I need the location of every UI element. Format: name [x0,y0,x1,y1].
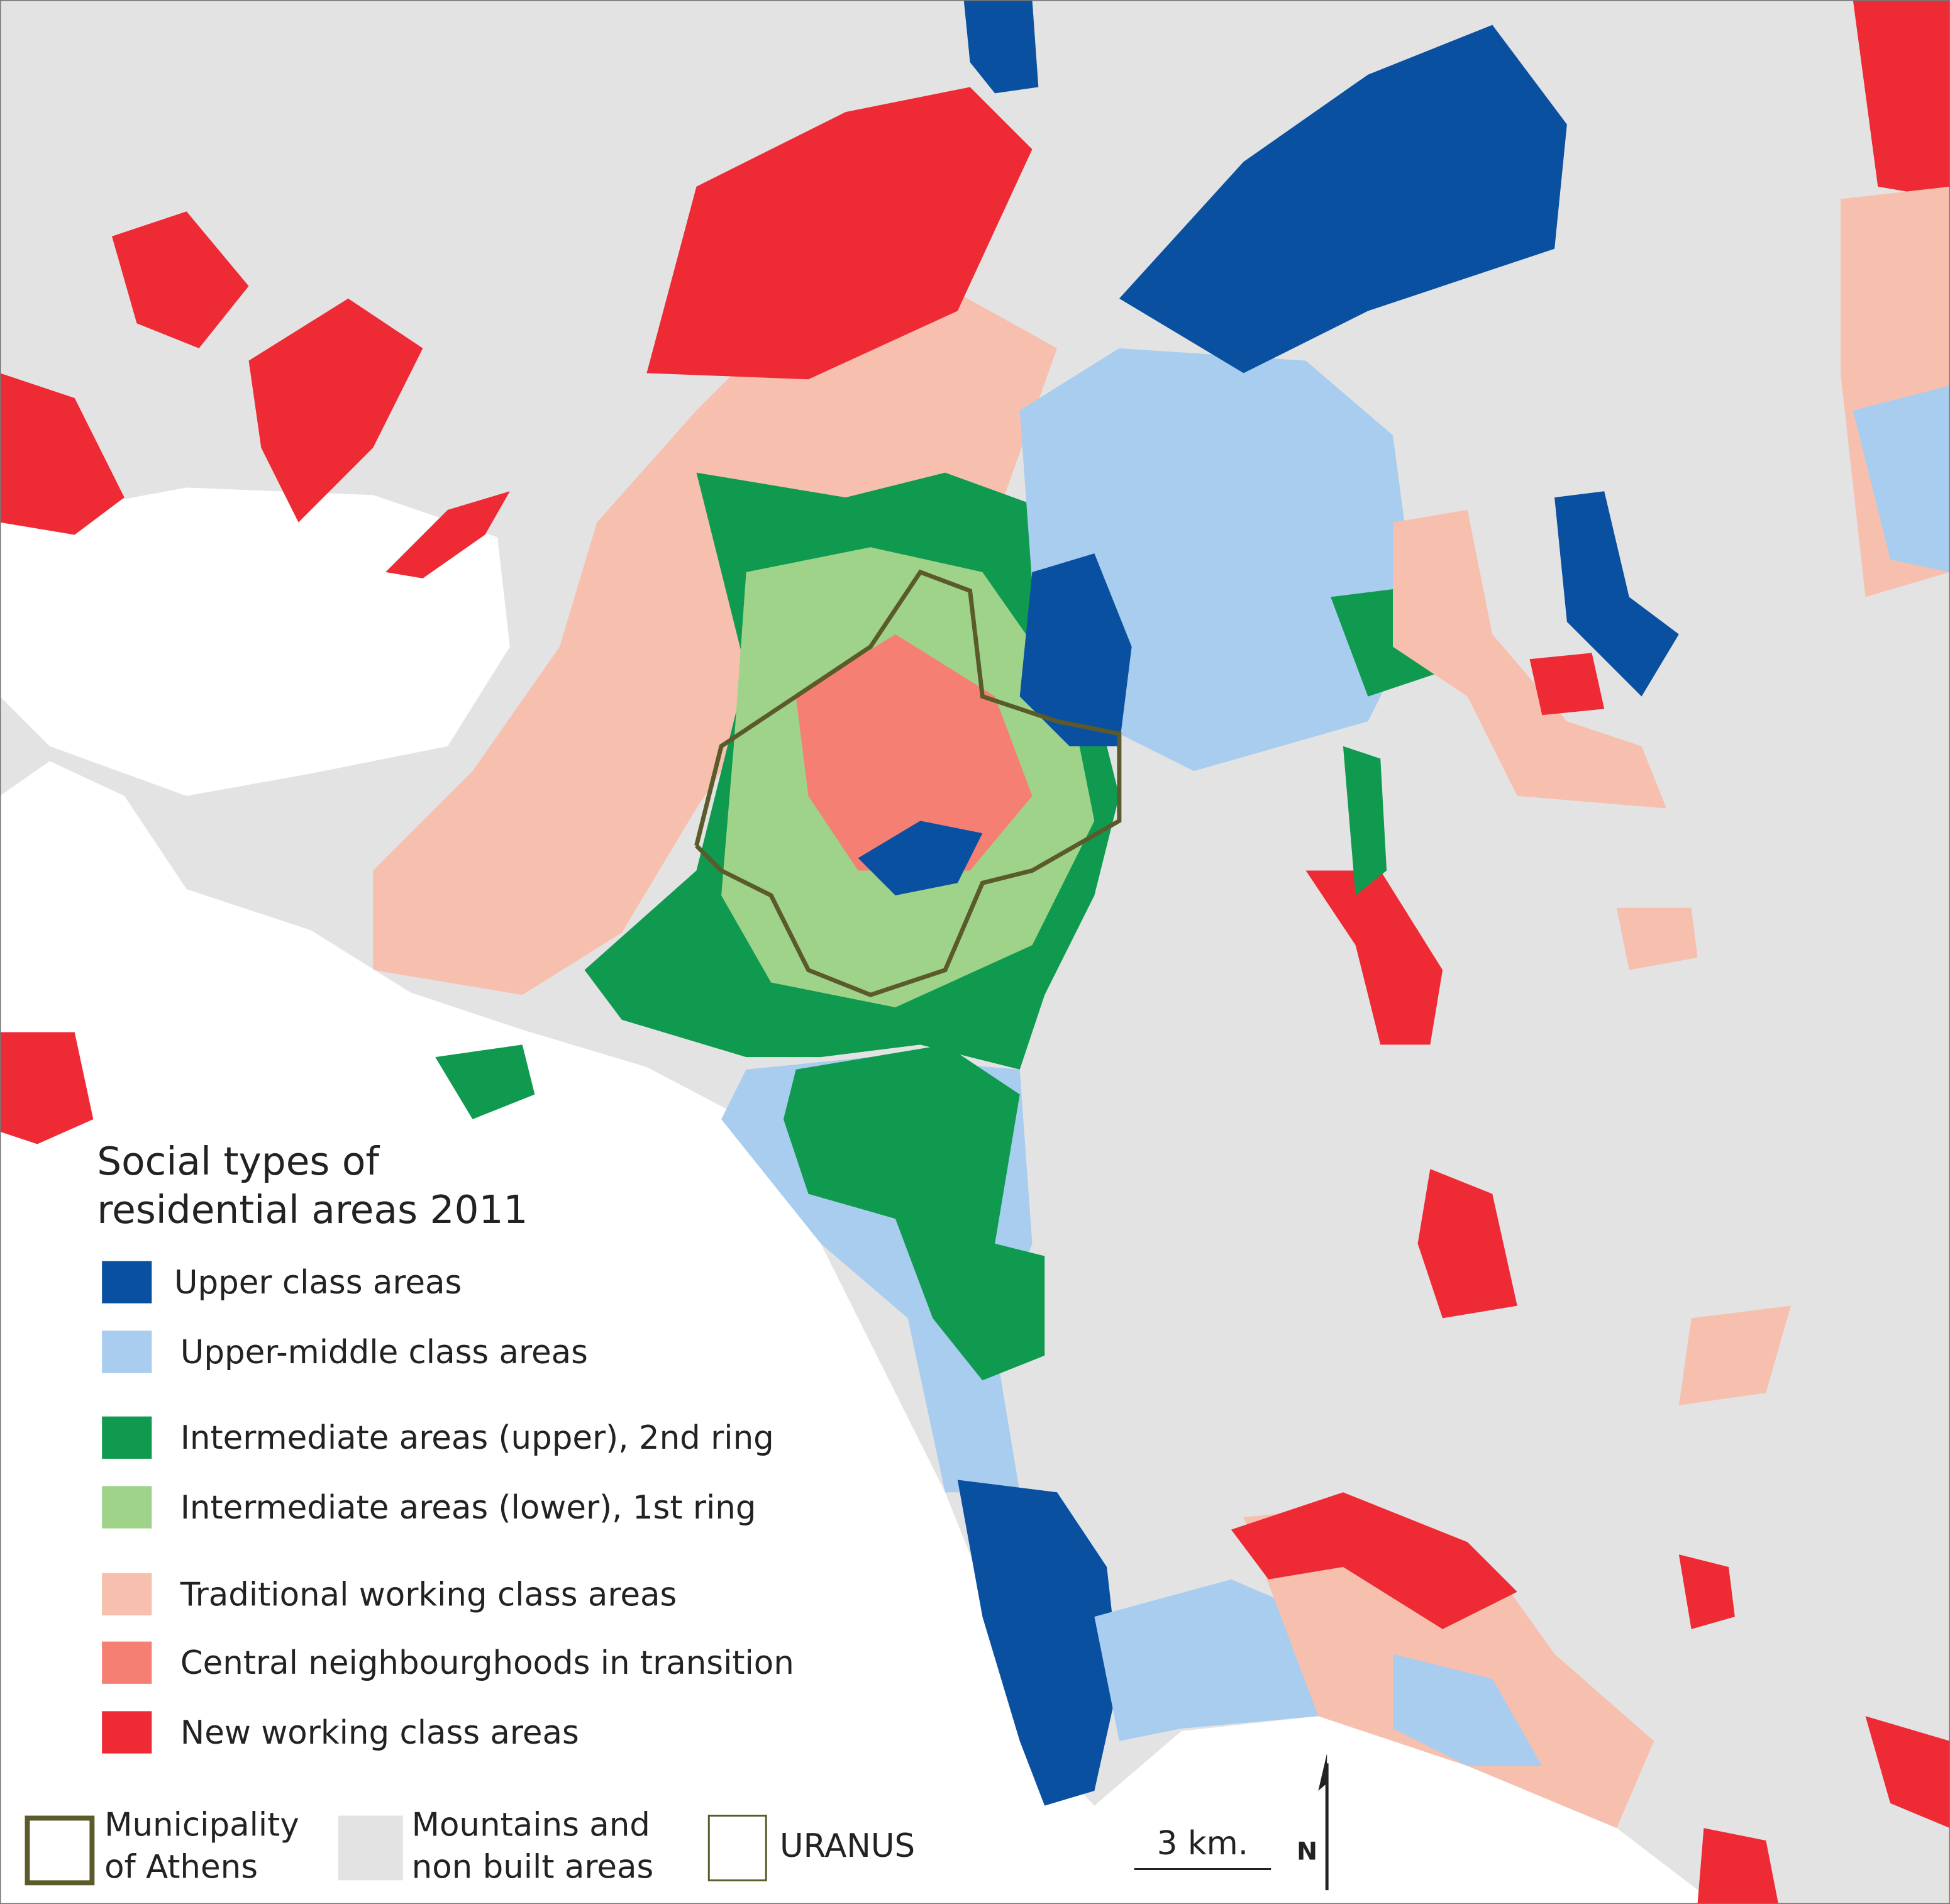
area [1616,907,1698,970]
scale-label: 3 km. [1157,1825,1248,1862]
area [1417,1169,1517,1319]
municipality-outline [694,569,1122,997]
legend-label: New working class areas [180,1714,579,1752]
area [0,373,125,535]
area [1678,1554,1735,1629]
municipality-label: Municipality [104,1806,299,1844]
legend-swatch [102,1573,152,1616]
area [1865,1716,1950,1829]
legend-title: Social types of [97,1139,380,1184]
area [963,0,1039,94]
area [1697,1828,1779,1904]
area [1019,553,1132,746]
area [1853,385,1950,572]
legend-title: residential areas 2011 [97,1188,528,1232]
area [373,285,1058,995]
area [1529,653,1605,716]
legend-swatch [102,1711,152,1754]
mountains-swatch [338,1815,403,1881]
legend-label: Intermediate areas (upper), 2nd ring [180,1419,774,1457]
legend-swatch [102,1261,152,1303]
mountains-label: Mountains and [412,1806,650,1844]
area [1231,1492,1517,1629]
uranus-label: URANUS [780,1827,915,1865]
area [1094,1579,1319,1741]
north-label: N [1297,1837,1317,1866]
area [385,491,510,578]
municipality-swatch [25,1815,95,1886]
legend-swatch [102,1486,152,1529]
legend-swatch [102,1331,152,1373]
legend-label: Intermediate areas (lower), 1st ring [180,1489,756,1527]
area [795,634,1033,871]
area [1119,25,1567,374]
area [248,298,423,523]
legend-label: Central neighbourghoods in transition [180,1644,794,1682]
area [1853,0,1950,199]
area [1393,1654,1543,1766]
area [783,1044,1045,1381]
municipality-label: of Athens [104,1849,258,1886]
area [435,1044,535,1119]
legend-label: Upper-middle class areas [180,1334,588,1371]
sea [0,487,1717,1904]
area [1678,1305,1791,1405]
area [111,211,249,348]
area [0,1032,94,1144]
uranus-swatch [707,1815,767,1881]
area [957,1480,1119,1806]
legend-label: Traditional working class areas [180,1576,677,1613]
bay [0,487,510,796]
area [1305,870,1443,1045]
area [646,87,1033,380]
area [1343,746,1387,896]
area [1393,509,1667,809]
legend-label: Upper class areas [174,1264,462,1302]
legend-swatch [102,1416,152,1459]
area [1554,491,1679,697]
mountains-label: non built areas [412,1849,654,1886]
legend-swatch [102,1641,152,1684]
sea-area [0,761,1717,1904]
area [1243,1505,1654,1829]
